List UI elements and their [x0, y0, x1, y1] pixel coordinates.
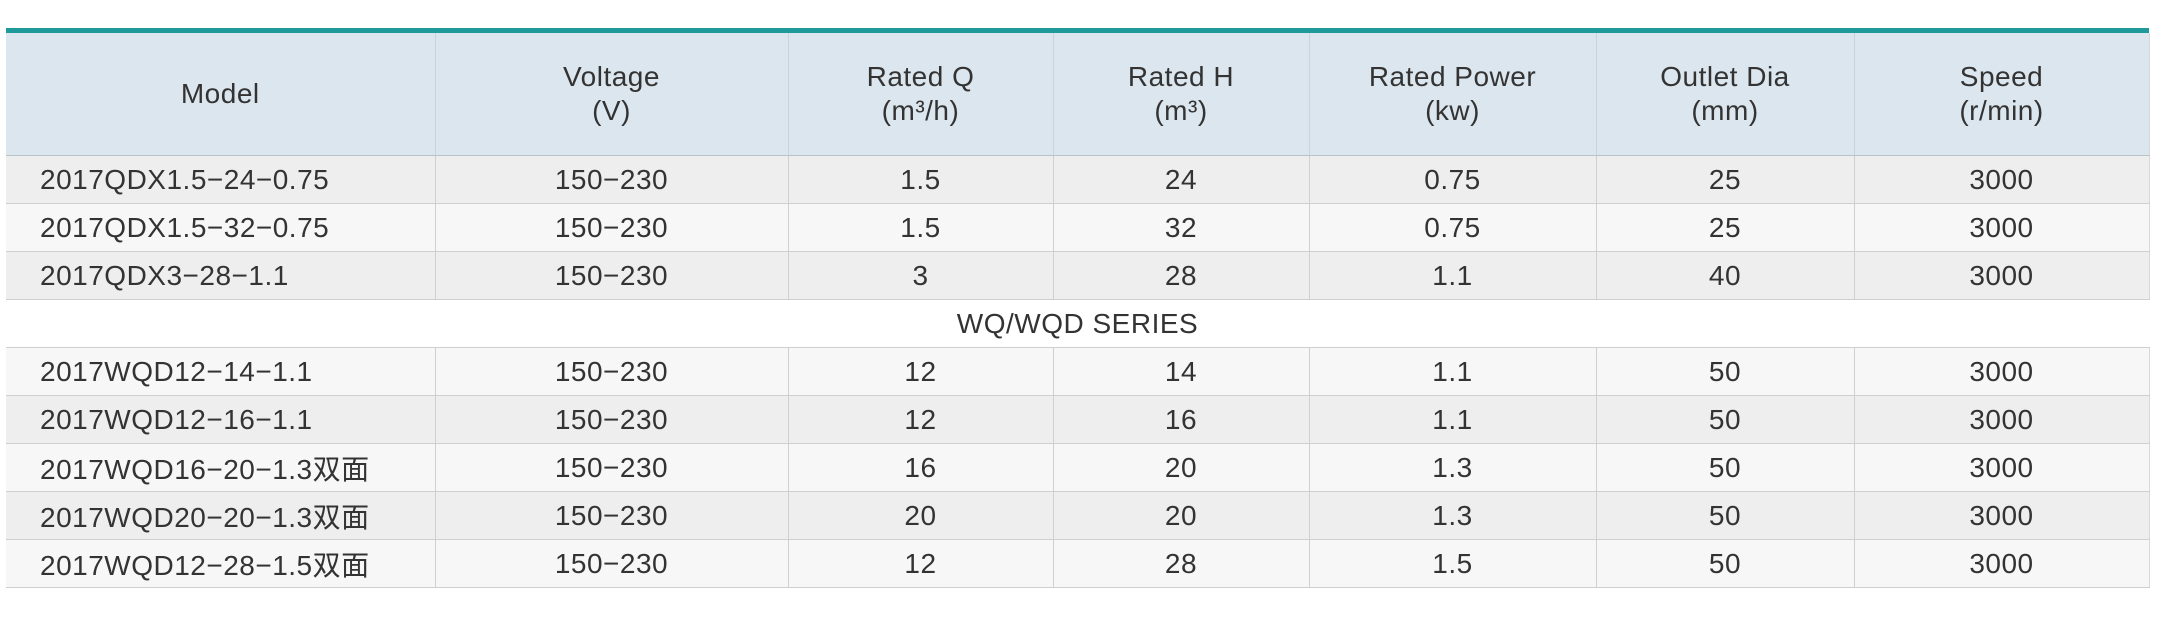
value-cell: 20 — [1053, 491, 1310, 540]
header-cell: Voltage (V) — [435, 33, 789, 156]
data-row: 2017WQD12−28−1.5双面 150−230 12 28 1.5 50 3000 — [6, 539, 2150, 588]
header-label: Voltage — [563, 61, 660, 92]
value-cell: 32 — [1053, 203, 1310, 252]
value-cell: 28 — [1053, 251, 1310, 300]
data-row: 2017WQD12−14−1.1 150−230 12 14 1.1 50 3000 — [6, 347, 2150, 396]
header-cell: Rated Power (kw) — [1309, 33, 1597, 156]
model-cell: 2017WQD12−28−1.5双面 — [6, 539, 436, 588]
header-unit: (r/min) — [1959, 95, 2044, 126]
value-cell: 16 — [788, 443, 1054, 492]
header-cell: Outlet Dia (mm) — [1596, 33, 1855, 156]
value-cell: 1.5 — [1309, 539, 1597, 588]
value-cell: 1.5 — [788, 155, 1054, 204]
value-cell: 1.1 — [1309, 395, 1597, 444]
header-label: Outlet Dia — [1660, 61, 1790, 92]
value-cell: 28 — [1053, 539, 1310, 588]
header-row: Model Voltage (V) Rated Q (m³/h) Rated H (m³) R… — [6, 33, 2150, 156]
model-cell: 2017WQD12−16−1.1 — [6, 395, 436, 444]
data-row: 2017WQD12−16−1.1 150−230 12 16 1.1 50 3000 — [6, 395, 2150, 444]
value-cell: 16 — [1053, 395, 1310, 444]
value-cell: 14 — [1053, 347, 1310, 396]
header-unit: (kw) — [1425, 95, 1480, 126]
value-cell: 3 — [788, 251, 1054, 300]
value-cell: 1.3 — [1309, 491, 1597, 540]
section-title: WQ/WQD SERIES — [6, 299, 2149, 348]
value-cell: 1.3 — [1309, 443, 1597, 492]
value-cell: 3000 — [1854, 251, 2150, 300]
header-cell: Speed (r/min) — [1854, 33, 2150, 156]
value-cell: 25 — [1596, 203, 1855, 252]
header-unit: (m³) — [1154, 95, 1208, 126]
header-unit: (mm) — [1691, 95, 1759, 126]
value-cell: 50 — [1596, 491, 1855, 540]
value-cell: 0.75 — [1309, 203, 1597, 252]
value-cell: 50 — [1596, 395, 1855, 444]
value-cell: 50 — [1596, 347, 1855, 396]
header-label: Model — [180, 78, 260, 109]
value-cell: 150−230 — [435, 155, 789, 204]
model-cell: 2017WQD20−20−1.3双面 — [6, 491, 436, 540]
model-cell: 2017QDX1.5−24−0.75 — [6, 155, 436, 204]
model-cell: 2017WQD16−20−1.3双面 — [6, 443, 436, 492]
value-cell: 25 — [1596, 155, 1855, 204]
model-cell: 2017QDX1.5−32−0.75 — [6, 203, 436, 252]
table-body: 2017QDX1.5−24−0.75 150−230 1.5 24 0.75 25 3000… — [6, 155, 2150, 588]
header-cell: Rated Q (m³/h) — [788, 33, 1054, 156]
value-cell: 3000 — [1854, 155, 2150, 204]
data-row: 2017WQD16−20−1.3双面 150−230 16 20 1.3 50 3000 — [6, 443, 2150, 492]
header-unit: (m³/h) — [881, 95, 960, 126]
model-cell: 2017QDX3−28−1.1 — [6, 251, 436, 300]
data-row: 2017QDX1.5−32−0.75 150−230 1.5 32 0.75 25 3000 — [6, 203, 2150, 252]
value-cell: 3000 — [1854, 395, 2150, 444]
value-cell: 1.1 — [1309, 347, 1597, 396]
header-unit: (V) — [592, 95, 631, 126]
value-cell: 150−230 — [435, 251, 789, 300]
value-cell: 150−230 — [435, 395, 789, 444]
data-row: 2017QDX3−28−1.1 150−230 3 28 1.1 40 3000 — [6, 251, 2150, 300]
value-cell: 3000 — [1854, 203, 2150, 252]
value-cell: 12 — [788, 347, 1054, 396]
value-cell: 150−230 — [435, 539, 789, 588]
header-label: Rated Q — [866, 61, 975, 92]
spec-table: Model Voltage (V) Rated Q (m³/h) Rated H (m³) R… — [6, 33, 2150, 588]
section-row: WQ/WQD SERIES — [6, 299, 2149, 348]
header-label: Rated H — [1127, 61, 1235, 92]
value-cell: 3000 — [1854, 347, 2150, 396]
header-cell: Model — [6, 33, 436, 156]
data-row: 2017QDX1.5−24−0.75 150−230 1.5 24 0.75 25 3000 — [6, 155, 2150, 204]
value-cell: 12 — [788, 539, 1054, 588]
header-label: Rated Power — [1368, 61, 1537, 92]
header-cell: Rated H (m³) — [1053, 33, 1310, 156]
value-cell: 20 — [1053, 443, 1310, 492]
spec-table-wrap: Model Voltage (V) Rated Q (m³/h) Rated H (m³) R… — [6, 28, 2150, 588]
model-cell: 2017WQD12−14−1.1 — [6, 347, 436, 396]
value-cell: 150−230 — [435, 203, 789, 252]
value-cell: 0.75 — [1309, 155, 1597, 204]
value-cell: 24 — [1053, 155, 1310, 204]
value-cell: 40 — [1596, 251, 1855, 300]
value-cell: 150−230 — [435, 347, 789, 396]
value-cell: 1.5 — [788, 203, 1054, 252]
header-label: Speed — [1959, 61, 2044, 92]
value-cell: 50 — [1596, 443, 1855, 492]
value-cell: 12 — [788, 395, 1054, 444]
value-cell: 50 — [1596, 539, 1855, 588]
value-cell: 1.1 — [1309, 251, 1597, 300]
value-cell: 3000 — [1854, 443, 2150, 492]
value-cell: 150−230 — [435, 443, 789, 492]
value-cell: 150−230 — [435, 491, 789, 540]
value-cell: 20 — [788, 491, 1054, 540]
value-cell: 3000 — [1854, 539, 2150, 588]
value-cell: 3000 — [1854, 491, 2150, 540]
data-row: 2017WQD20−20−1.3双面 150−230 20 20 1.3 50 3000 — [6, 491, 2150, 540]
